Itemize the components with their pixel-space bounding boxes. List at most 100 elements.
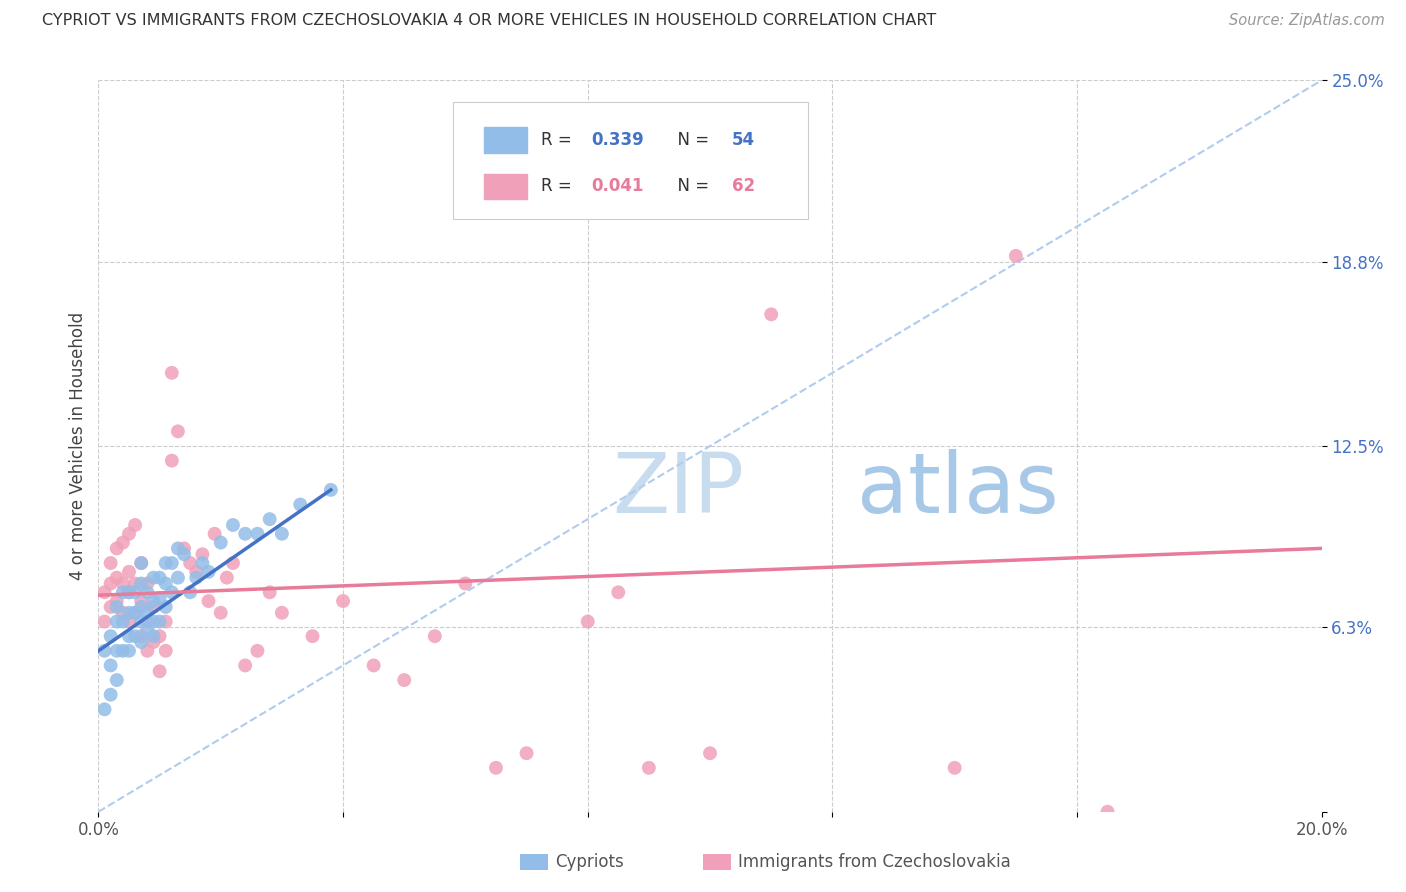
Point <box>179 556 201 570</box>
Text: N =: N = <box>668 178 714 195</box>
Point <box>1004 249 1026 263</box>
Text: Cypriots: Cypriots <box>555 853 624 871</box>
Point <box>142 571 165 585</box>
Point <box>118 606 141 620</box>
Point <box>191 547 214 561</box>
Text: 0.041: 0.041 <box>592 178 644 195</box>
Point <box>105 615 128 629</box>
Point <box>222 518 245 533</box>
Point <box>167 571 190 585</box>
Point <box>246 644 269 658</box>
Point <box>209 535 232 549</box>
Point <box>111 606 134 620</box>
Point <box>100 556 122 570</box>
Point <box>142 635 165 649</box>
Point <box>129 615 152 629</box>
Point <box>160 556 183 570</box>
Point <box>149 665 172 679</box>
Point <box>105 599 128 614</box>
Point <box>186 565 208 579</box>
Point <box>100 576 122 591</box>
Point <box>136 576 159 591</box>
Point <box>136 606 159 620</box>
Y-axis label: 4 or more Vehicles in Household: 4 or more Vehicles in Household <box>69 312 87 580</box>
Point <box>319 483 342 497</box>
Point <box>100 658 122 673</box>
Text: CYPRIOT VS IMMIGRANTS FROM CZECHOSLOVAKIA 4 OR MORE VEHICLES IN HOUSEHOLD CORREL: CYPRIOT VS IMMIGRANTS FROM CZECHOSLOVAKI… <box>42 13 936 29</box>
Point <box>943 761 966 775</box>
Point <box>118 585 141 599</box>
Point <box>129 594 152 608</box>
Point <box>259 512 281 526</box>
Point <box>516 746 538 760</box>
Point <box>129 576 152 591</box>
Point <box>124 518 146 533</box>
Point <box>233 526 256 541</box>
Point <box>332 594 354 608</box>
Point <box>270 606 292 620</box>
Point <box>105 673 128 687</box>
Point <box>699 746 721 760</box>
Point <box>160 585 183 599</box>
Point <box>197 565 219 579</box>
Point <box>142 629 165 643</box>
Point <box>105 594 128 608</box>
Point <box>423 629 446 643</box>
Point <box>209 606 232 620</box>
Point <box>142 594 165 608</box>
Point <box>246 526 269 541</box>
Point <box>454 576 477 591</box>
Point <box>105 541 128 556</box>
Point <box>118 526 141 541</box>
Point <box>392 673 416 687</box>
Point <box>142 615 165 629</box>
Point <box>186 571 208 585</box>
Point <box>129 556 152 570</box>
Point <box>105 644 128 658</box>
Text: R =: R = <box>541 178 578 195</box>
Point <box>197 594 219 608</box>
Text: ZIP: ZIP <box>612 450 744 531</box>
Point <box>204 526 226 541</box>
Point <box>173 547 195 561</box>
Point <box>100 629 122 643</box>
Point <box>270 526 292 541</box>
Point <box>111 585 134 599</box>
Point <box>118 585 141 599</box>
Point <box>759 307 782 321</box>
Point <box>136 585 159 599</box>
Point <box>111 615 134 629</box>
Point <box>160 453 183 467</box>
Point <box>179 585 201 599</box>
Point <box>149 629 172 643</box>
Point <box>363 658 385 673</box>
Text: R =: R = <box>541 131 578 149</box>
Point <box>155 556 177 570</box>
Point <box>129 635 152 649</box>
Point <box>167 541 190 556</box>
Point <box>155 644 177 658</box>
Point <box>111 535 134 549</box>
Point <box>111 644 134 658</box>
Bar <box>484 128 526 153</box>
Point <box>136 615 159 629</box>
Point <box>100 599 122 614</box>
Text: 54: 54 <box>733 131 755 149</box>
Point <box>105 571 128 585</box>
Point <box>290 498 312 512</box>
Text: 0.339: 0.339 <box>592 131 644 149</box>
Point <box>118 644 141 658</box>
Point <box>136 644 159 658</box>
Point <box>124 629 146 643</box>
Text: Immigrants from Czechoslovakia: Immigrants from Czechoslovakia <box>738 853 1011 871</box>
Point <box>124 606 146 620</box>
Point <box>129 629 152 643</box>
Point <box>93 702 115 716</box>
Point <box>155 615 177 629</box>
Point <box>100 688 122 702</box>
Point <box>607 585 630 599</box>
Point <box>222 556 245 570</box>
Point <box>111 576 134 591</box>
Point <box>124 606 146 620</box>
Point <box>118 615 141 629</box>
